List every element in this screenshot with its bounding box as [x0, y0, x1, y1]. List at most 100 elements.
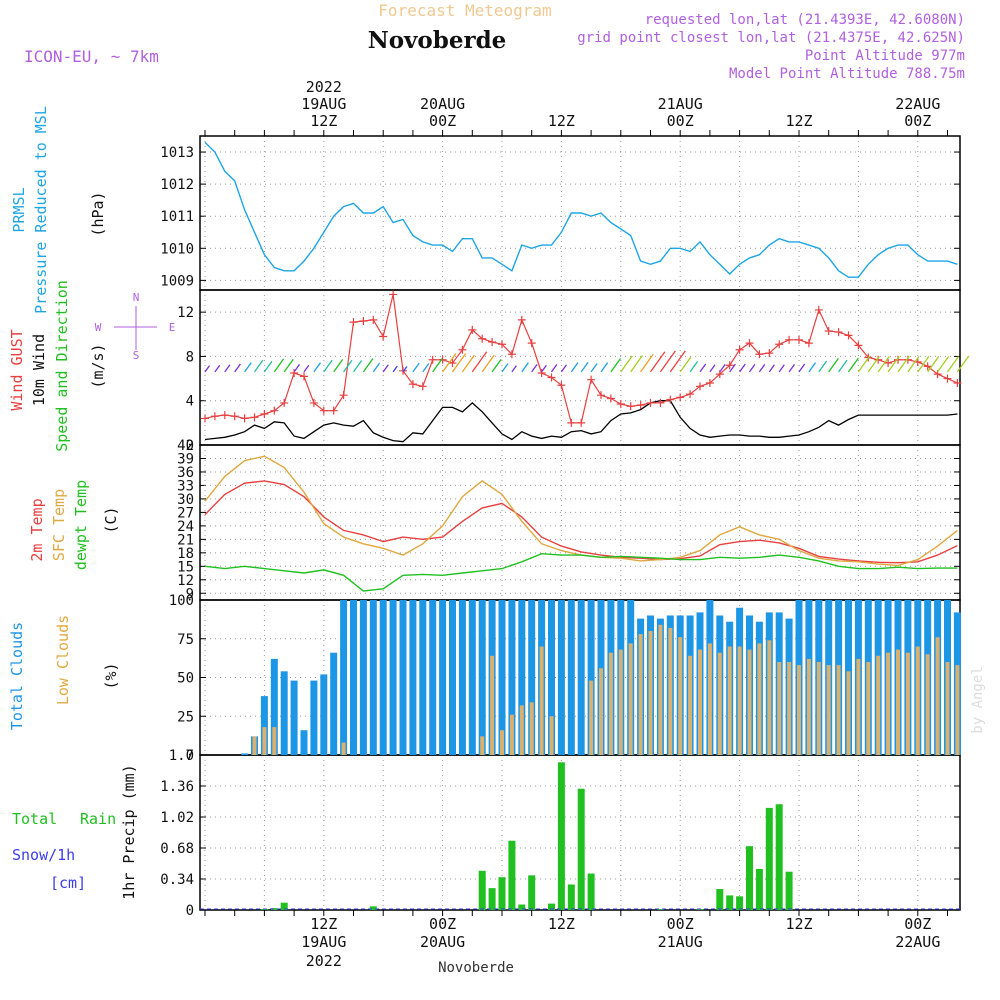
low-clouds-bar	[341, 742, 346, 755]
wind-direction-arrow	[550, 363, 558, 373]
wind-gust-marker	[418, 382, 427, 391]
total-clouds-bar	[429, 600, 437, 755]
rain-bar	[775, 804, 783, 910]
wind-label-10m: 10m Wind	[30, 334, 48, 406]
wind-direction-arrow	[669, 350, 686, 373]
wind-direction-arrow	[481, 354, 495, 373]
pressure-unit: (hPa)	[89, 191, 107, 236]
low-clouds-bar	[628, 643, 633, 755]
wind-gust-marker	[557, 381, 566, 390]
clouds-label-low: Low Clouds	[54, 615, 72, 705]
top-axis-time: 00Z	[904, 112, 931, 130]
wind-gust-marker	[745, 339, 754, 348]
gridpoint-coords: grid point closest lon,lat (21.4375E, 42…	[577, 30, 965, 46]
low-clouds-bar	[480, 736, 485, 755]
pressure-ytick-label: 1012	[160, 177, 194, 193]
wind-gust-marker	[270, 406, 279, 415]
low-clouds-bar	[698, 649, 702, 755]
total-clouds-bar	[260, 696, 268, 755]
rain-bar	[280, 902, 288, 910]
top-axis-date: 20AUG	[420, 95, 465, 113]
wind-direction-arrow	[897, 356, 910, 373]
wind-direction-arrow	[362, 358, 374, 373]
wind-direction-arrow	[659, 350, 676, 373]
wind-gust-marker	[755, 350, 764, 359]
total-clouds-bar	[300, 730, 308, 755]
watermark: by Angel	[970, 666, 986, 733]
wind-gust-marker	[775, 340, 784, 349]
wind-direction-arrow	[442, 353, 457, 373]
rain-bar	[518, 904, 526, 910]
low-clouds-bar	[668, 627, 673, 755]
wind-direction-arrow	[293, 363, 301, 373]
wind-direction-arrow	[768, 364, 775, 373]
wind-direction-arrow	[907, 356, 920, 373]
low-clouds-bar	[737, 646, 742, 755]
wind-gust-marker	[329, 406, 338, 415]
wind-direction-arrow	[283, 358, 294, 373]
total-clouds-bar	[280, 671, 288, 755]
precip-axis-label: 1hr Precip (mm)	[120, 764, 138, 899]
rain-bar	[736, 896, 744, 910]
clouds-ytick-label: 75	[177, 632, 194, 648]
temp-ytick-label: 21	[177, 532, 194, 548]
wind-direction-arrow	[422, 363, 430, 373]
temp-ytick-label: 9	[186, 586, 194, 602]
wind-direction-arrow	[679, 356, 692, 373]
wind-direction-arrow	[392, 365, 398, 373]
wind-gust-marker	[884, 359, 893, 368]
total-clouds-bar	[320, 674, 328, 755]
wind-direction-arrow	[263, 361, 273, 373]
wind-direction-arrow	[521, 362, 529, 373]
wind-gust-marker	[636, 401, 645, 410]
total-clouds-bar	[508, 600, 516, 755]
wind-gust-marker	[379, 332, 388, 341]
temp-ytick-label: 24	[177, 519, 194, 535]
rain-bar	[746, 846, 753, 910]
wind-direction-arrow	[857, 356, 871, 373]
wind-direction-arrow	[867, 356, 880, 373]
wind-gust-marker	[795, 335, 803, 344]
pressure-line	[204, 141, 958, 278]
wind-direction-arrow	[689, 361, 699, 373]
compass-south: S	[133, 349, 140, 362]
low-clouds-bar	[618, 649, 623, 755]
wind-gust-marker	[210, 412, 219, 421]
wind-gust-marker	[616, 400, 625, 409]
wind-gust-marker	[309, 398, 318, 407]
pressure-ytick-label: 1009	[160, 273, 194, 289]
wind-direction-arrow	[649, 351, 666, 373]
wind-direction-arrow	[313, 362, 322, 373]
low-clouds-bar	[262, 727, 267, 755]
low-clouds-bar	[272, 727, 277, 755]
total-clouds-bar	[548, 600, 555, 755]
temp-label-dew: dewpt Temp	[72, 480, 90, 570]
wind-direction-arrow	[828, 358, 839, 373]
wind-gust-marker	[626, 402, 635, 411]
wind-direction-arrow	[432, 358, 443, 373]
total-clouds-bar	[557, 600, 565, 755]
wind-direction-arrow	[461, 354, 475, 373]
low-clouds-bar	[955, 665, 960, 755]
pressure-ytick-label: 1013	[160, 145, 194, 161]
top-axis-date: 19AUG	[301, 95, 346, 113]
low-clouds-bar	[638, 634, 643, 755]
low-clouds-bar	[747, 649, 752, 755]
wind-direction-arrow	[590, 363, 598, 373]
rain-bar	[656, 909, 664, 910]
wind-direction-arrow	[778, 364, 785, 373]
compass-west: W	[95, 321, 102, 334]
total-clouds-bar	[270, 658, 278, 755]
rain-bar	[270, 908, 278, 910]
total-clouds-bar	[330, 652, 338, 755]
wind-label-dir: Speed and Direction	[53, 280, 71, 452]
low-clouds-bar	[717, 652, 722, 755]
top-axis-time: 12Z	[548, 112, 575, 130]
wind-gust-marker	[448, 359, 457, 368]
temp-2m-line	[204, 480, 958, 564]
temp-label-sfc: SFC Temp	[50, 489, 68, 561]
low-clouds-bar	[846, 671, 851, 755]
wind-direction-arrow	[739, 363, 746, 373]
wind-gust-marker	[646, 398, 655, 407]
clouds-ytick-label: 25	[177, 709, 194, 725]
